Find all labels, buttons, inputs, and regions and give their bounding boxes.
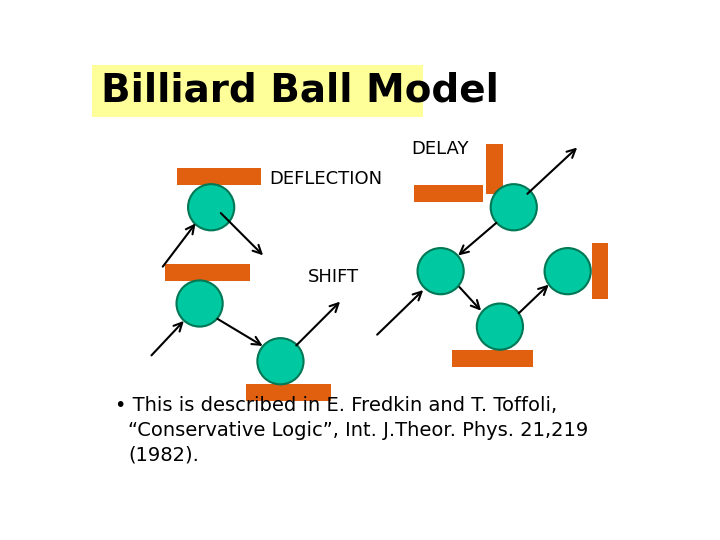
- Text: (1982).: (1982).: [128, 445, 199, 464]
- Bar: [165, 264, 250, 281]
- Ellipse shape: [490, 184, 537, 231]
- Bar: [592, 244, 608, 299]
- Bar: [486, 144, 503, 194]
- Bar: [451, 350, 533, 367]
- Ellipse shape: [418, 248, 464, 294]
- Bar: [246, 383, 330, 401]
- Text: “Conservative Logic”, Int. J.Theor. Phys. 21,219: “Conservative Logic”, Int. J.Theor. Phys…: [128, 421, 588, 440]
- Text: • This is described in E. Fredkin and T. Toffoli,: • This is described in E. Fredkin and T.…: [115, 396, 557, 415]
- Ellipse shape: [188, 184, 234, 231]
- Text: DELAY: DELAY: [411, 140, 469, 159]
- Text: SHIFT: SHIFT: [307, 267, 359, 286]
- Text: Billiard Ball Model: Billiard Ball Model: [101, 72, 499, 110]
- Ellipse shape: [257, 338, 304, 384]
- Ellipse shape: [477, 303, 523, 350]
- Ellipse shape: [176, 280, 222, 327]
- Bar: [92, 65, 423, 117]
- Text: DEFLECTION: DEFLECTION: [269, 170, 382, 188]
- Bar: [176, 168, 261, 185]
- Bar: [414, 185, 483, 202]
- Ellipse shape: [544, 248, 590, 294]
